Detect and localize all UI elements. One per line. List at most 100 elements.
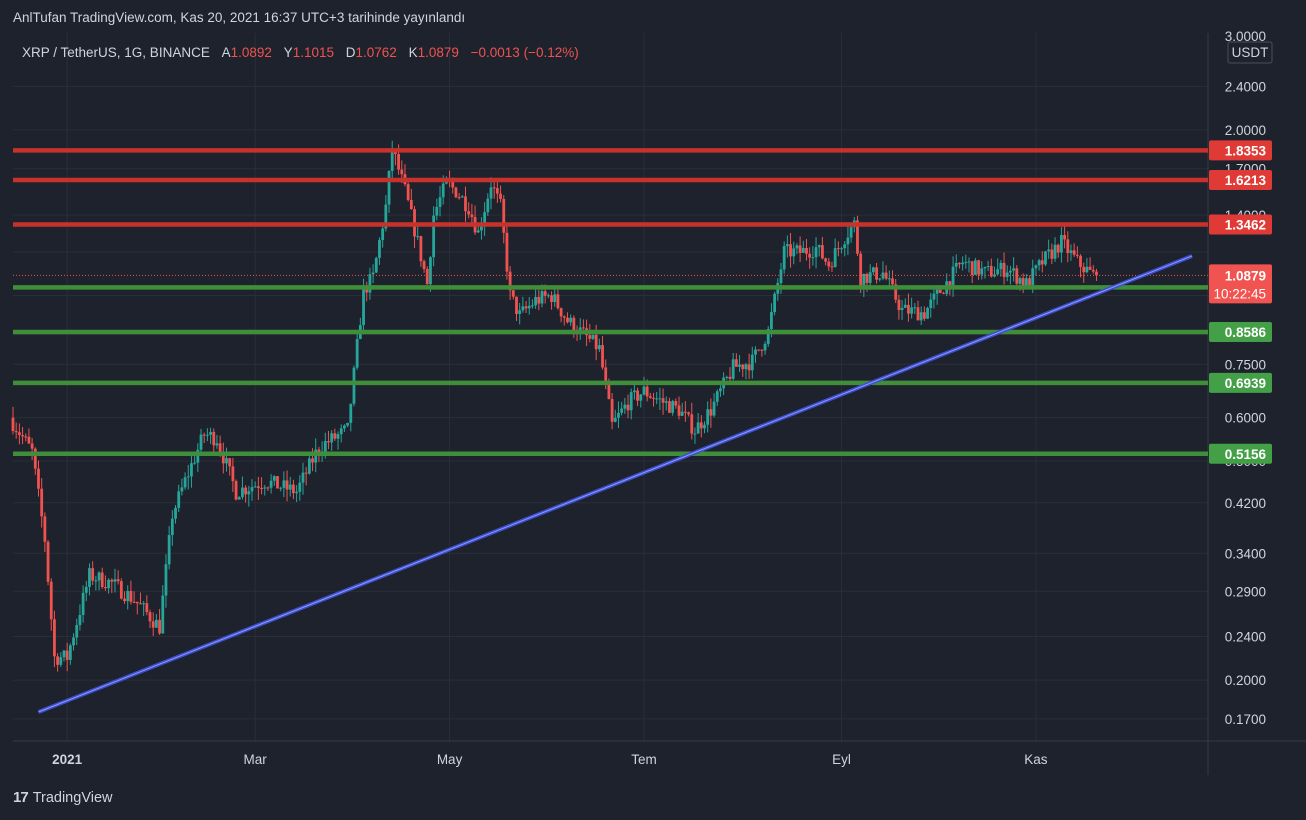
candle-body: [381, 228, 385, 241]
candle-body: [706, 409, 710, 425]
candle-body: [104, 587, 107, 589]
candle-body: [422, 261, 426, 269]
candle-body: [881, 272, 885, 279]
candle-body: [30, 443, 34, 449]
candle-body: [964, 262, 968, 264]
candle-body: [954, 262, 958, 267]
candle-body: [1024, 278, 1028, 286]
candle-body: [836, 248, 840, 250]
candle-body: [709, 409, 713, 416]
candle-body: [212, 431, 216, 446]
candle-body: [282, 480, 286, 488]
candle-body: [486, 198, 490, 213]
candle-body: [460, 196, 464, 198]
candle-body: [620, 408, 624, 413]
candle-body: [680, 411, 684, 416]
y-tick-label: 0.2400: [1225, 630, 1266, 645]
x-tick-label: Eyl: [832, 752, 851, 767]
candle-body: [894, 284, 898, 300]
candle-body: [754, 349, 757, 355]
candle-body: [467, 211, 471, 215]
candle-body: [135, 601, 139, 604]
candle-body: [693, 433, 697, 435]
y-tick-label: 0.4200: [1225, 496, 1266, 511]
candle-body: [738, 364, 741, 367]
candle-body: [269, 480, 273, 488]
candle-body: [798, 245, 802, 253]
candle-body: [1088, 266, 1092, 270]
candle-body: [218, 443, 222, 452]
tradingview-logo-icon: 17: [13, 789, 29, 806]
candle-body: [174, 507, 177, 519]
candle-body: [699, 422, 703, 429]
candle-body: [1005, 272, 1009, 277]
tradingview-brand[interactable]: 17 TradingView: [13, 789, 112, 806]
y-tick-label: 0.2000: [1225, 673, 1266, 688]
candle-body: [744, 364, 748, 370]
candle-body: [773, 293, 777, 313]
candle-body: [24, 436, 28, 438]
candle-body: [1060, 235, 1063, 253]
candle-body: [139, 603, 142, 605]
candle-body: [502, 198, 506, 233]
candle-body: [1015, 268, 1019, 284]
candle-body: [607, 382, 611, 400]
candle-body: [652, 397, 655, 399]
close-label: K: [408, 45, 418, 60]
candle-body: [352, 367, 356, 404]
candle-body: [123, 598, 126, 602]
candle-body: [683, 411, 687, 413]
candle-body: [221, 451, 225, 464]
candle-body: [703, 424, 706, 429]
candle-body: [167, 535, 171, 565]
candle-body: [492, 187, 496, 189]
candle-body: [78, 614, 82, 626]
candle-body: [903, 304, 907, 308]
candle-body: [1072, 250, 1076, 255]
candle-body: [559, 308, 563, 317]
candle-body: [986, 266, 990, 268]
candle-body: [566, 317, 569, 323]
candle-body: [827, 261, 831, 267]
candle-body: [489, 187, 493, 199]
candle-body: [295, 491, 299, 494]
candle-body: [304, 472, 308, 474]
x-tick-label: Mar: [244, 752, 268, 767]
candle-body: [327, 441, 330, 443]
candle-body: [371, 272, 375, 275]
candle-body: [661, 398, 665, 403]
candle-body: [253, 486, 257, 488]
candle-body: [241, 487, 244, 498]
candle-body: [298, 482, 302, 492]
candle-body: [1044, 251, 1047, 265]
candle-body: [346, 422, 349, 426]
candle-body: [715, 391, 719, 402]
support-price-label-box: [1209, 321, 1272, 342]
candle-body: [642, 386, 646, 395]
candle-body: [285, 480, 289, 490]
candle-body: [926, 307, 929, 319]
candle-body: [840, 248, 843, 250]
candle-body: [119, 581, 123, 599]
candle-body: [228, 458, 232, 467]
candle-body: [1056, 244, 1060, 253]
currency-label: USDT: [1232, 45, 1269, 60]
candle-body: [148, 612, 152, 622]
symbol-title[interactable]: XRP / TetherUS, 1G, BINANCE: [22, 45, 210, 60]
candle-body: [183, 477, 187, 488]
candle-body: [72, 637, 75, 646]
candle-body: [846, 237, 850, 245]
y-tick-label: 2.4000: [1225, 79, 1266, 94]
resistance-price-label: 1.8353: [1225, 143, 1267, 158]
candle-body: [916, 307, 920, 321]
candle-body: [623, 404, 627, 409]
candle-body: [999, 262, 1003, 270]
candle-body: [865, 273, 869, 283]
candle-body: [970, 261, 974, 275]
candle-body: [833, 248, 837, 267]
candle-body: [256, 486, 260, 488]
candle-body: [875, 267, 878, 280]
candle-body: [1053, 244, 1057, 259]
candle-body: [419, 236, 423, 262]
